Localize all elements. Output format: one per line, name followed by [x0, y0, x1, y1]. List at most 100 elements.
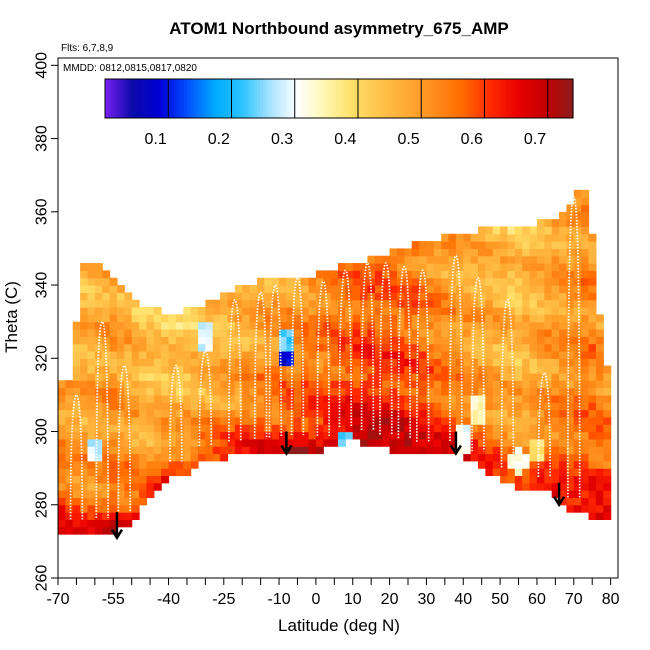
heatmap-cell: [566, 453, 575, 462]
heatmap-cell: [205, 343, 214, 352]
heatmap-cell: [559, 460, 568, 469]
heatmap-cell: [396, 402, 405, 411]
heatmap-cell: [500, 336, 509, 345]
heatmap-cell: [433, 292, 442, 301]
heatmap-cell: [264, 365, 273, 374]
heatmap-cell: [301, 336, 310, 345]
heatmap-cell: [544, 475, 553, 484]
heatmap-cell: [588, 358, 597, 367]
heatmap-cell: [478, 226, 486, 235]
colorbar-swatch: [324, 79, 328, 118]
heatmap-cell: [249, 380, 258, 389]
heatmap-cell: [396, 307, 405, 315]
heatmap-cell: [94, 314, 103, 323]
heatmap-cell: [581, 431, 590, 440]
plot-frame: [57, 57, 619, 579]
heatmap-cell: [139, 490, 148, 499]
heatmap-cell: [478, 365, 486, 374]
heatmap-cell: [551, 424, 560, 433]
heatmap-cell: [492, 387, 501, 396]
heatmap-cell: [227, 350, 236, 359]
heatmap-cell: [529, 350, 538, 359]
heatmap-cell: [559, 402, 568, 411]
heatmap-cell: [573, 468, 582, 477]
heatmap-cell: [485, 270, 494, 279]
heatmap-cell: [419, 321, 428, 330]
heatmap-cell: [242, 285, 251, 293]
heatmap-cell: [124, 365, 133, 374]
heatmap-cell: [573, 328, 582, 337]
heatmap-cell: [116, 285, 125, 293]
heatmap-cell: [360, 299, 369, 308]
colorbar-swatch: [227, 79, 232, 118]
heatmap-cell: [345, 285, 354, 293]
heatmap-cell: [153, 387, 162, 396]
heatmap-cell: [522, 394, 531, 403]
heatmap-cell: [109, 402, 118, 411]
heatmap-cell: [198, 328, 206, 337]
heatmap-cell: [58, 394, 66, 403]
heatmap-cell: [264, 431, 273, 440]
heatmap-cell: [514, 321, 523, 330]
heatmap-cell: [544, 350, 553, 359]
heatmap-cell: [72, 321, 81, 330]
heatmap-cell: [470, 292, 479, 301]
heatmap-cell: [131, 372, 140, 381]
heatmap-cell: [595, 431, 604, 440]
heatmap-cell: [411, 350, 420, 359]
heatmap-cell: [72, 358, 81, 367]
heatmap-cell: [330, 380, 339, 389]
heatmap-cell: [87, 299, 96, 308]
heatmap-cell: [500, 402, 509, 411]
heatmap-cell: [441, 394, 450, 403]
heatmap-cell: [522, 292, 531, 301]
heatmap-cell: [286, 328, 295, 337]
heatmap-cell: [234, 380, 243, 389]
heatmap-cell: [566, 321, 575, 330]
heatmap-cell: [87, 482, 96, 491]
heatmap-cell: [389, 336, 398, 345]
heatmap-cell: [102, 350, 111, 359]
heatmap-cell: [271, 394, 280, 403]
heatmap-cell: [271, 438, 280, 447]
heatmap-cell: [190, 402, 199, 411]
heatmap-cell: [522, 358, 531, 367]
heatmap-cell: [500, 233, 509, 242]
heatmap-cell: [80, 277, 89, 286]
colorbar-swatch: [476, 79, 480, 118]
x-tick-label: 70: [565, 591, 583, 608]
heatmap-cell: [522, 321, 531, 330]
heatmap-cell: [330, 431, 339, 440]
heatmap-cell: [559, 497, 568, 506]
flight-trace: [228, 298, 242, 442]
heatmap-cell: [271, 292, 280, 301]
heatmap-cell: [352, 387, 361, 396]
heatmap-cell: [441, 409, 450, 418]
heatmap-cell: [455, 343, 464, 352]
heatmap-cell: [220, 328, 229, 337]
heatmap-cell: [514, 380, 523, 389]
heatmap-cell: [588, 402, 597, 411]
heatmap-cell: [116, 402, 125, 411]
colorbar-swatch: [447, 79, 451, 118]
heatmap-cell: [433, 285, 442, 293]
heatmap-cell: [330, 307, 339, 315]
heatmap-cell: [109, 438, 118, 447]
heatmap-cell: [264, 350, 273, 359]
colorbar-swatch: [467, 79, 472, 118]
heatmap-cell: [352, 307, 361, 315]
heatmap-cell: [139, 497, 148, 506]
heatmap-cell: [522, 350, 531, 359]
heatmap-cell: [581, 350, 590, 359]
heatmap-cell: [382, 394, 391, 403]
heatmap-cell: [470, 394, 479, 403]
flight-trace: [198, 350, 213, 447]
heatmap-cell: [65, 402, 74, 411]
heatmap-cell: [124, 358, 133, 367]
heatmap-cell: [271, 350, 280, 359]
heatmap-cell: [529, 270, 538, 279]
heatmap-cell: [492, 365, 501, 374]
heatmap-cell: [271, 416, 280, 425]
heatmap-cell: [161, 380, 170, 389]
heatmap-cell: [131, 460, 140, 469]
